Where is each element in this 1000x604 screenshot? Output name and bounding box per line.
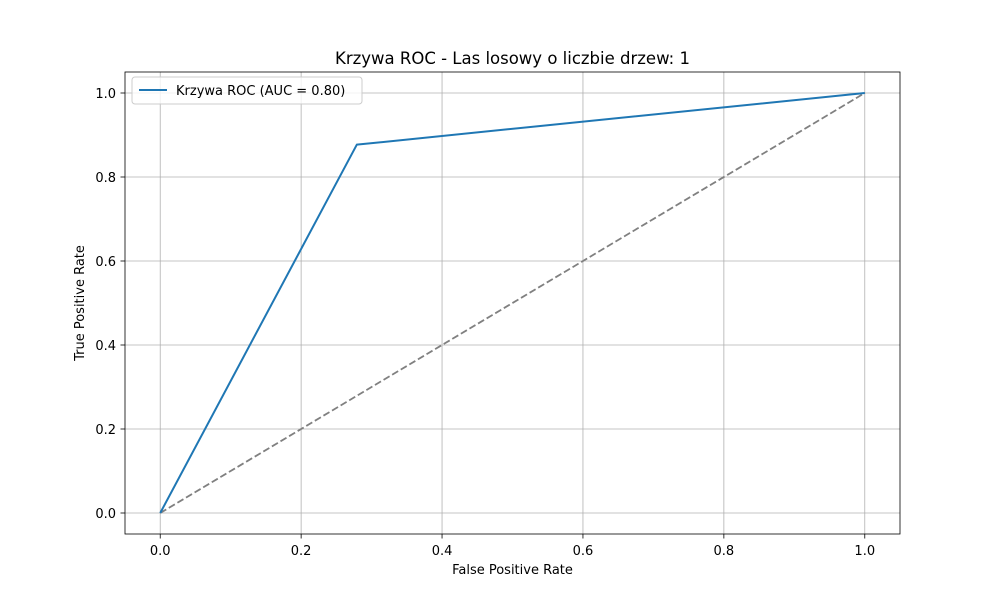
- plot-frame: [124, 71, 901, 535]
- y-tick-label-5: 1.0: [95, 87, 116, 102]
- x-tick-label-3: 0.6: [573, 544, 594, 559]
- y-tick-label-0: 0.0: [95, 507, 116, 522]
- y-tick-label-2: 0.4: [95, 339, 116, 354]
- roc-curve-line: [159, 92, 865, 514]
- diagonal-reference-line: [159, 92, 866, 514]
- legend-label: Krzywa ROC (AUC = 0.80): [176, 84, 345, 99]
- chart-title: Krzywa ROC - Las losowy o liczbie drzew:…: [335, 49, 690, 68]
- x-tick-label-5: 1.0: [854, 544, 875, 559]
- y-tick-label-1: 0.2: [95, 423, 116, 438]
- legend-box: [131, 76, 363, 105]
- y-tick-label-3: 0.6: [95, 255, 116, 270]
- x-tick-label-1: 0.2: [291, 544, 312, 559]
- x-tick-label-0: 0.0: [150, 544, 171, 559]
- x-tick-label-4: 0.8: [714, 544, 735, 559]
- legend: Krzywa ROC (AUC = 0.80): [131, 76, 363, 105]
- axis-ticks: 0.0 0.2 0.4 0.6 0.8 1.0 0.0 0.2 0.4 0.6 0.8 1.0: [95, 87, 875, 559]
- y-tick-label-4: 0.8: [95, 171, 116, 186]
- y-axis-label: True Positive Rate: [73, 245, 88, 362]
- plot-series: [159, 92, 866, 514]
- x-tick-label-2: 0.4: [432, 544, 453, 559]
- x-axis-label: False Positive Rate: [452, 563, 573, 578]
